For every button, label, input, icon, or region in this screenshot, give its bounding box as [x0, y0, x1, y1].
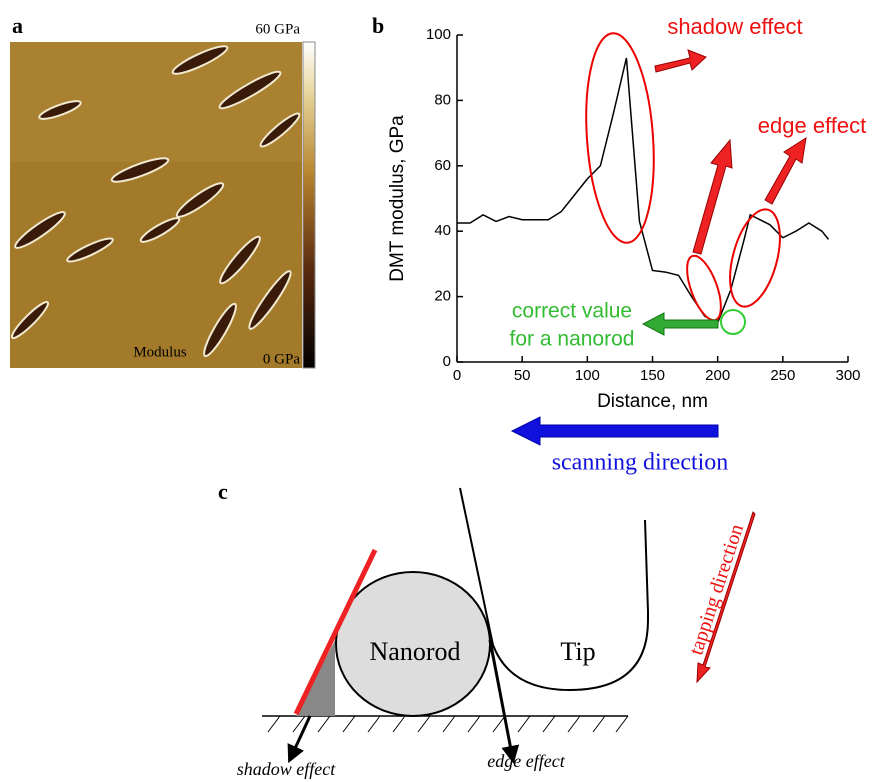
panel-label: c [218, 479, 228, 504]
colorbar-max: 60 GPa [255, 21, 300, 37]
x-tick-label: 50 [514, 367, 531, 384]
highlight-ellipse [585, 32, 655, 244]
x-tick-label: 100 [575, 367, 600, 384]
y-tick-label: 0 [443, 353, 451, 370]
y-tick-label: 80 [434, 91, 451, 108]
green-arrow [641, 312, 719, 336]
highlight-ellipse [729, 208, 781, 308]
x-tick-label: 300 [835, 367, 860, 384]
data-line [457, 57, 830, 324]
y-tick-label: 100 [426, 26, 451, 43]
colorbar [302, 41, 316, 369]
image-caption: Modulus [133, 344, 187, 360]
red-arrow [654, 49, 707, 73]
red-arrow [764, 136, 807, 205]
highlight-circle [720, 309, 746, 335]
diagram-label: shadow effect [237, 759, 336, 779]
x-tick-label: 250 [770, 367, 795, 384]
diagram-label: edge effect [487, 751, 565, 771]
panel-label: b [372, 13, 384, 38]
blue-arrow [510, 416, 719, 446]
colorbar-min: 0 GPa [263, 351, 300, 367]
x-axis-label: Distance, nm [597, 391, 708, 412]
y-tick-label: 20 [434, 288, 451, 305]
diagram [262, 487, 756, 764]
highlight-ellipse [686, 254, 722, 322]
x-tick-label: 150 [640, 367, 665, 384]
annotation: edge effect [758, 113, 866, 138]
annotation: correct value [512, 300, 632, 323]
x-tick-label: 200 [705, 367, 730, 384]
red-arrow [692, 138, 733, 255]
diagram-label: tapping direction [685, 521, 748, 657]
y-axis-label: DMT modulus, GPa [387, 115, 408, 282]
y-tick-label: 60 [434, 157, 451, 174]
y-tick-label: 40 [434, 222, 451, 239]
x-tick-label: 0 [453, 367, 461, 384]
annotation: for a nanorod [510, 328, 635, 351]
diagram-label: Tip [560, 637, 595, 666]
diagram-label: Nanorod [370, 637, 461, 666]
annotation: shadow effect [667, 14, 802, 39]
afm-image [10, 42, 302, 368]
annotation: scanning direction [552, 450, 729, 476]
chart: 0 20 40 60 80 100 0 50 100 150 200 250 300 Distance, … [387, 26, 861, 412]
panel-label: a [12, 13, 23, 38]
